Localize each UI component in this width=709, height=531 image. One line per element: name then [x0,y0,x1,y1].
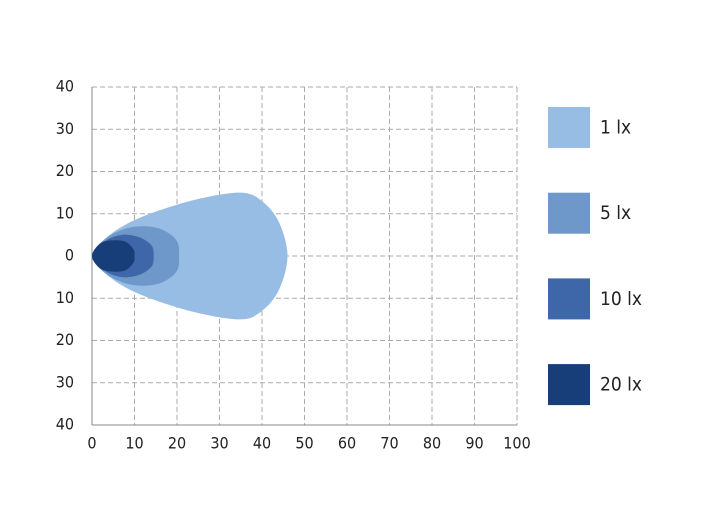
x-tick-label: 90 [465,434,483,453]
legend-swatch [548,364,590,406]
y-tick-label: 20 [56,161,74,180]
y-tick-label: 30 [56,119,74,138]
x-tick-label: 50 [295,434,313,453]
x-tick-label: 0 [87,434,96,453]
legend-swatch [548,192,590,234]
legend-label: 1 lx [600,117,631,139]
legend-swatch [548,278,590,320]
x-tick-label: 60 [338,434,356,453]
x-tick-label: 10 [125,434,143,453]
legend-label: 20 lx [600,374,642,396]
legend-label: 5 lx [600,202,631,224]
contour [92,192,288,320]
y-tick-label: 40 [56,415,74,434]
x-tick-label: 40 [253,434,271,453]
legend-label: 10 lx [600,288,642,310]
y-tick-label: 0 [65,246,74,265]
y-tick-label: 40 [56,77,74,96]
contour [92,240,135,272]
x-tick-label: 80 [423,434,441,453]
y-tick-label: 20 [56,330,74,349]
x-tick-label: 70 [380,434,398,453]
x-tick-label: 100 [503,434,530,453]
y-tick-label: 10 [56,288,74,307]
x-tick-label: 20 [168,434,186,453]
y-tick-label: 10 [56,203,74,222]
x-tick-label: 30 [210,434,228,453]
y-tick-label: 30 [56,372,74,391]
legend-swatch [548,107,590,148]
